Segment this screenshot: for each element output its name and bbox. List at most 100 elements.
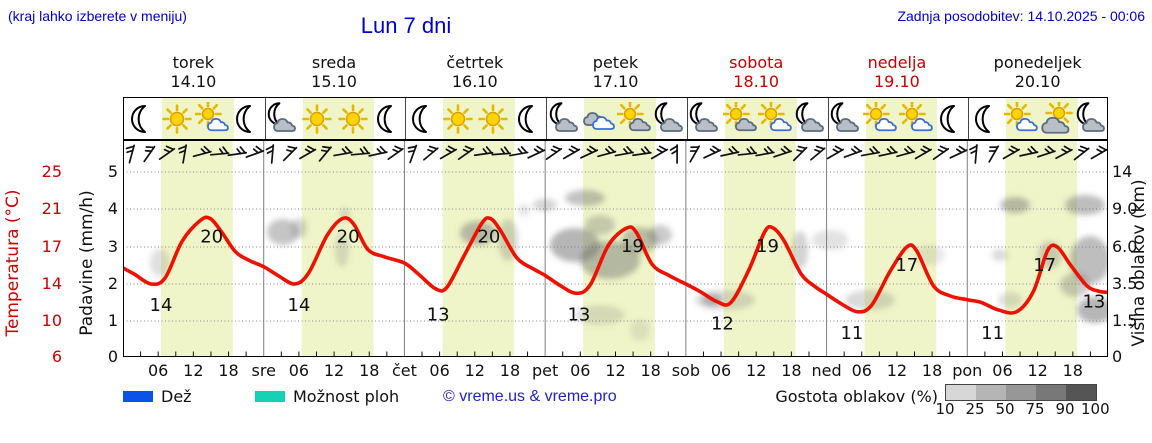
sun-icon — [302, 104, 333, 134]
cloud-density-tick: 75 — [1025, 400, 1045, 418]
temperature-axis-title: Temperatura (°C) — [3, 189, 23, 337]
cloud-density-tick: 90 — [1055, 400, 1075, 418]
day-name: sreda — [311, 53, 357, 72]
temperature-value-label: 13 — [567, 304, 590, 325]
temperature-value-label: 20 — [200, 227, 223, 248]
x-hour-label: 12 — [1027, 361, 1048, 380]
x-day-abbrev-label: pet — [532, 361, 559, 380]
x-hour-label: 12 — [746, 361, 767, 380]
day-date: 17.10 — [592, 72, 639, 91]
cloud-density-tick: 100 — [1081, 400, 1110, 418]
day-header-petek: petek 17.10 — [545, 53, 686, 91]
cloud-density-segment — [1036, 385, 1066, 400]
day-name: nedelja — [867, 53, 927, 72]
cloud-density-segment — [946, 385, 976, 400]
rain-tick: 5 — [107, 162, 118, 181]
clouds-icon — [583, 112, 615, 130]
rain-tick: 2 — [107, 274, 118, 293]
x-day-abbrev-label: pon — [952, 361, 983, 380]
day-name: petek — [592, 53, 639, 72]
rain-tick: 1 — [107, 311, 118, 330]
rain-legend-swatch — [123, 391, 153, 402]
sun-bigcloud-icon — [1041, 102, 1074, 134]
temperature-tick: 21 — [41, 199, 62, 218]
moon-icon — [974, 105, 990, 133]
day-date: 14.10 — [170, 72, 217, 91]
temperature-value-label: 19 — [756, 236, 779, 257]
cloud-density-legend-label: Gostota oblakov (%) — [775, 387, 938, 406]
moon-icon — [412, 105, 428, 133]
x-hour-label: 12 — [886, 361, 908, 380]
day-separator — [827, 98, 829, 139]
temperature-value-label: 20 — [477, 227, 500, 248]
copyright-link[interactable]: © vreme.us & vreme.pro — [443, 388, 617, 405]
x-hour-label: 18 — [1062, 361, 1083, 380]
temperature-value-label: 17 — [895, 255, 918, 276]
day-name: četrtek — [446, 53, 504, 72]
temperature-value-label: 14 — [287, 295, 310, 316]
cloud-density-tick: 50 — [995, 400, 1015, 418]
moon-icon — [376, 105, 392, 133]
day-separator — [405, 98, 407, 139]
cloud-density-tick: 10 — [935, 400, 955, 418]
day-header-nedelja: nedelja 19.10 — [827, 53, 968, 91]
x-hour-label: 06 — [288, 361, 310, 380]
rain-tick: 4 — [107, 199, 118, 218]
temperature-value-label: 11 — [840, 323, 863, 344]
temperature-value-label: 20 — [337, 227, 360, 248]
day-header-sobota: sobota 18.10 — [686, 53, 827, 91]
day-date: 16.10 — [451, 72, 498, 91]
cloud-density-gradient-bar — [945, 384, 1097, 401]
x-hour-label: 18 — [499, 361, 521, 380]
day-header-ponedeljek: ponedeljek 20.10 — [967, 53, 1108, 91]
x-day-abbrev-label: sob — [671, 361, 700, 380]
cloud-height-tick: 3.5 — [1112, 274, 1138, 293]
moon-cloud-icon — [268, 102, 297, 132]
temperature-value-label: 19 — [621, 236, 644, 257]
day-header-torek: torek 14.10 — [123, 53, 264, 91]
cloud-density-tick: 25 — [965, 400, 985, 418]
x-day-abbrev-label: ned — [811, 361, 842, 380]
temperature-tick: 25 — [41, 162, 62, 181]
sun-graycloud-icon — [722, 102, 757, 132]
rain-tick: 3 — [107, 237, 118, 256]
sun-cloud-icon — [194, 102, 229, 132]
moon-cloud-icon — [655, 102, 684, 132]
wind-barbs — [125, 144, 1108, 164]
x-hour-label: 18 — [921, 361, 943, 380]
x-hour-label: 18 — [640, 361, 661, 380]
x-hour-label: 12 — [605, 361, 626, 380]
temperature-tick: 10 — [41, 311, 62, 330]
sun-cloud-icon — [757, 102, 792, 132]
cloud-height-axis-title: Višina oblakov (km) — [1129, 179, 1149, 347]
page-title: Lun 7 dni — [360, 13, 452, 38]
day-name: torek — [172, 53, 215, 72]
x-hour-label: 06 — [570, 361, 591, 380]
showers-legend-swatch — [255, 391, 285, 402]
cloud-height-tick: 1.5 — [1112, 311, 1138, 330]
x-day-abbrev-label: sre — [251, 361, 276, 380]
sun-cloud-icon — [863, 102, 898, 132]
day-separator — [264, 98, 266, 139]
showers-legend-label: Možnost ploh — [293, 387, 400, 406]
sun-icon — [478, 104, 509, 134]
last-update-timestamp: Zadnja posodobitev: 14.10.2025 - 00:06 — [897, 8, 1145, 24]
cloud-density-segment — [1066, 385, 1096, 400]
temperature-tick: 17 — [41, 237, 62, 256]
x-hour-label: 12 — [464, 361, 485, 380]
day-date: 19.10 — [874, 72, 920, 91]
day-date: 18.10 — [733, 72, 780, 91]
cloud-height-tick: 9.0 — [1112, 199, 1138, 218]
cloud-density-segment — [1006, 385, 1036, 400]
temperature-value-label: 11 — [981, 323, 1004, 344]
moon-icon — [939, 105, 955, 133]
rain-tick: 0 — [107, 347, 118, 366]
weather-icons-row — [123, 97, 1108, 140]
meteogram-plot: 14 20 14 20 13 20 13 19 12 19 11 17 11 17 13 — [123, 140, 1108, 357]
temperature-value-label: 14 — [150, 295, 173, 316]
moon-icon — [236, 105, 252, 133]
moon-cloud-icon — [1077, 102, 1106, 132]
moon-cloud-icon — [690, 102, 719, 132]
x-hour-label: 18 — [781, 361, 802, 380]
moon-icon — [517, 105, 533, 133]
